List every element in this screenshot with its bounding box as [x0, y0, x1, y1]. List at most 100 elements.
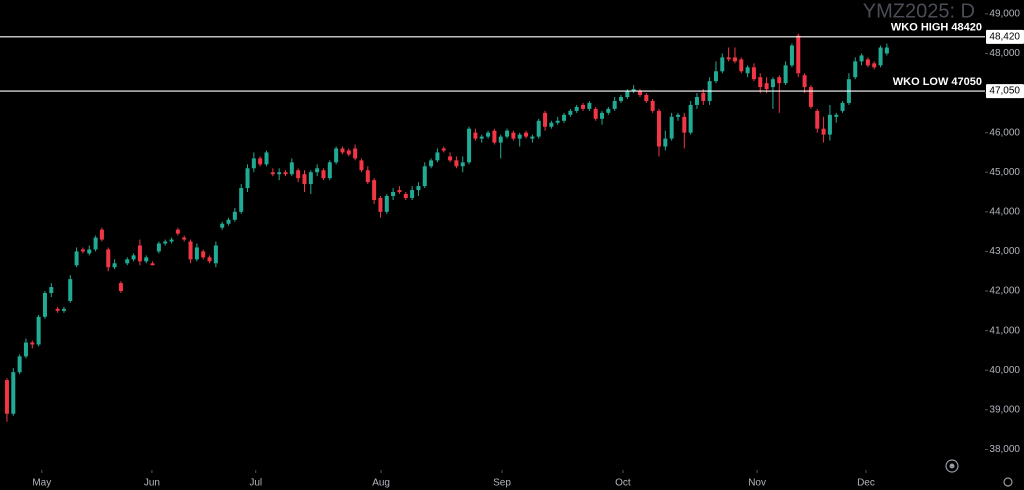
- candle-body: [289, 162, 294, 175]
- candle-body: [834, 114, 839, 117]
- candle-body: [226, 219, 231, 224]
- candle-body: [568, 110, 573, 115]
- chart-title: YMZ2025: D: [863, 0, 975, 22]
- candle-body: [397, 190, 402, 193]
- icon-settings[interactable]: [1003, 477, 1013, 487]
- candle-body: [321, 170, 326, 179]
- candle-body: [517, 134, 522, 139]
- candle-body: [815, 110, 820, 129]
- x-tick-label: Dec: [857, 478, 875, 489]
- candle-body: [270, 172, 275, 175]
- candle-body: [524, 132, 529, 137]
- candle-body: [853, 61, 858, 78]
- candle-body: [593, 108, 598, 119]
- candle-body: [365, 170, 370, 183]
- candle-body: [182, 237, 187, 240]
- candle-body: [663, 138, 668, 147]
- candle-body: [315, 168, 320, 173]
- candle-body: [391, 192, 396, 196]
- y-tick-label: 41,000: [989, 325, 1020, 336]
- candle-body: [777, 77, 782, 84]
- y-tick-label: 43,000: [989, 246, 1020, 257]
- x-tick-label: Oct: [615, 478, 631, 489]
- candle-body: [637, 91, 642, 96]
- candle-body: [460, 162, 465, 167]
- candle-body: [106, 249, 111, 268]
- candle-body: [486, 132, 491, 137]
- candle-body: [169, 239, 174, 242]
- candle-body: [581, 104, 586, 109]
- candle-body: [802, 75, 807, 88]
- candle-body: [55, 308, 60, 311]
- candle-body: [403, 194, 408, 198]
- candle-body: [232, 211, 237, 220]
- candle-body: [302, 174, 307, 185]
- y-tick-label: 40,000: [989, 365, 1020, 376]
- icon-ring[interactable]: [1003, 477, 1013, 487]
- candle-body: [878, 47, 883, 66]
- candle-body: [808, 87, 813, 107]
- candle-body: [612, 100, 617, 109]
- candle-body: [549, 122, 554, 127]
- candle-body: [505, 130, 510, 137]
- candle-body: [840, 102, 845, 111]
- candle-body: [23, 342, 28, 357]
- candle-body: [745, 67, 750, 74]
- y-tick-label: 46,000: [989, 127, 1020, 138]
- candle-body: [112, 263, 117, 268]
- candle-body: [340, 148, 345, 153]
- level-label: WKO LOW 47050: [893, 76, 982, 88]
- candle-body: [61, 308, 66, 311]
- x-tick-label: Nov: [748, 478, 766, 489]
- candle-body: [125, 259, 130, 264]
- candle-body: [694, 97, 699, 105]
- candle-body: [99, 229, 104, 240]
- candle-body: [821, 128, 826, 135]
- candle-body: [701, 93, 706, 101]
- candle-body: [713, 71, 718, 82]
- candle-body: [796, 35, 801, 74]
- icon-lock[interactable]: [945, 459, 959, 473]
- candle-body: [17, 356, 22, 373]
- candle-body: [764, 83, 769, 90]
- candle-body: [93, 237, 98, 250]
- candle-body: [87, 249, 92, 254]
- candle-body: [194, 247, 199, 260]
- candle-body: [68, 279, 73, 301]
- candle-body: [827, 114, 832, 135]
- candle-body: [770, 79, 775, 88]
- candle-body: [498, 136, 503, 143]
- y-tick-label: 39,000: [989, 404, 1020, 415]
- candle-body: [359, 160, 364, 171]
- y-tick-label: 48,000: [989, 48, 1020, 59]
- candle-body: [682, 116, 687, 133]
- candle-body: [4, 380, 9, 414]
- candle-body: [258, 158, 263, 165]
- icon-ring[interactable]: [945, 459, 959, 473]
- y-tick-label: 42,000: [989, 286, 1020, 297]
- candle-body: [74, 251, 79, 266]
- candle-body: [118, 283, 123, 292]
- candle-body: [587, 102, 592, 109]
- y-tick-label: 45,000: [989, 167, 1020, 178]
- candle-body: [625, 91, 630, 98]
- level-axis-box: [986, 29, 1024, 44]
- candle-body: [36, 316, 41, 345]
- candle-body: [650, 100, 655, 111]
- candle-body: [479, 136, 484, 139]
- candle-body: [783, 65, 788, 84]
- candle-body: [144, 257, 149, 262]
- level-label: WKO HIGH 48420: [891, 22, 982, 34]
- icon-dot[interactable]: [949, 463, 955, 469]
- candle-body: [751, 67, 756, 80]
- candle-body: [422, 166, 427, 187]
- candle-body: [669, 116, 674, 139]
- candle-body: [251, 158, 256, 169]
- candle-body: [536, 120, 541, 137]
- y-tick-label: 44,000: [989, 206, 1020, 217]
- candle-body: [245, 168, 250, 189]
- candle-body: [726, 57, 731, 60]
- candle-body: [137, 245, 142, 262]
